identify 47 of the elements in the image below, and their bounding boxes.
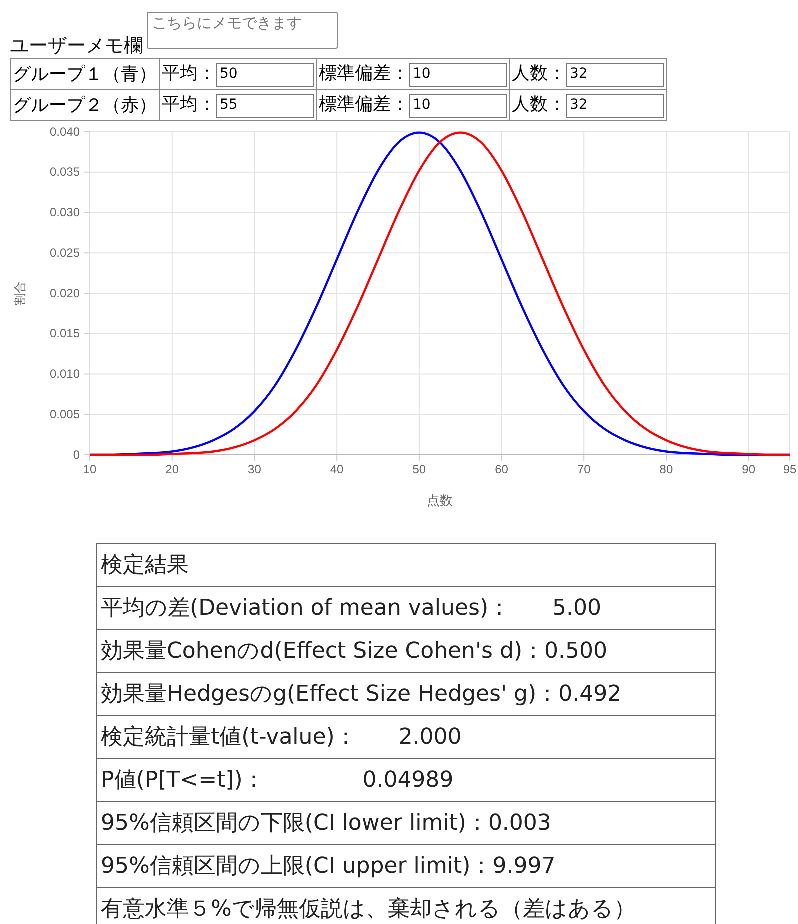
x-tick-label: 90 bbox=[742, 462, 756, 477]
y-axis-title: 割合 bbox=[13, 282, 27, 306]
y-tick-label: 0.005 bbox=[50, 407, 80, 422]
y-tick-label: 0.015 bbox=[50, 326, 80, 341]
text: 平均の差(Deviation of mean values)： 5.00 bbox=[96, 586, 716, 630]
y-tick-label: 0.025 bbox=[50, 246, 80, 260]
number-field: 32 bbox=[566, 94, 664, 118]
x-tick-label: 50 bbox=[412, 462, 426, 477]
text: 標準偏差： bbox=[319, 94, 409, 116]
text: 効果量Hedgesのg(Effect Size Hedges' g)：0.492 bbox=[96, 672, 716, 716]
text: ユーザーメモ欄 bbox=[10, 34, 143, 59]
line-series bbox=[88, 132, 792, 456]
x-tick-label: 95 bbox=[783, 462, 797, 477]
text: 効果量Cohenのd(Effect Size Cohen's d)：0.500 bbox=[96, 630, 716, 672]
text: グループ１（青） bbox=[10, 58, 160, 90]
x-tick-label: 60 bbox=[495, 462, 509, 477]
number-field: 32 bbox=[566, 62, 664, 87]
y-tick-label: 0.020 bbox=[50, 286, 80, 300]
text: 95%信頼区間の上限(CI upper limit)：9.997 bbox=[96, 844, 716, 888]
x-tick-label: 20 bbox=[166, 462, 180, 477]
memo-field: こちらにメモできます bbox=[147, 12, 338, 49]
text: P値(P[T<=t])： 0.04989 bbox=[96, 758, 716, 802]
y-tick-label: 0.040 bbox=[50, 124, 80, 139]
x-tick-label: 40 bbox=[330, 462, 344, 477]
number-field: 55 bbox=[216, 94, 314, 118]
number-field: 50 bbox=[216, 62, 314, 87]
text: 平均： bbox=[162, 94, 216, 116]
x-tick-label: 30 bbox=[248, 462, 262, 477]
y-tick-label: 0.035 bbox=[50, 165, 80, 180]
text: 有意水準５%で帰無仮説は、棄却される（差はある） bbox=[96, 888, 716, 924]
text: 検定統計量t値(t-value)： 2.000 bbox=[96, 716, 716, 758]
number-field: 10 bbox=[409, 62, 507, 87]
x-tick-label: 10 bbox=[83, 462, 97, 477]
x-axis-title: 点数 bbox=[427, 494, 453, 509]
text: 人数： bbox=[512, 63, 566, 84]
text: 人数： bbox=[512, 94, 566, 116]
text: 平均： bbox=[162, 63, 216, 84]
text: 標準偏差： bbox=[319, 63, 409, 84]
y-tick-label: 0 bbox=[73, 448, 80, 462]
y-tick-label: 0.030 bbox=[50, 206, 80, 220]
number-field: 10 bbox=[409, 94, 507, 118]
x-tick-label: 80 bbox=[660, 462, 674, 477]
x-tick-label: 70 bbox=[577, 462, 592, 477]
text: 95%信頼区間の下限(CI lower limit)：0.003 bbox=[96, 802, 716, 844]
text: グループ２（赤） bbox=[10, 90, 160, 120]
text: 検定結果 bbox=[96, 544, 716, 586]
y-tick-label: 0.010 bbox=[50, 367, 80, 382]
